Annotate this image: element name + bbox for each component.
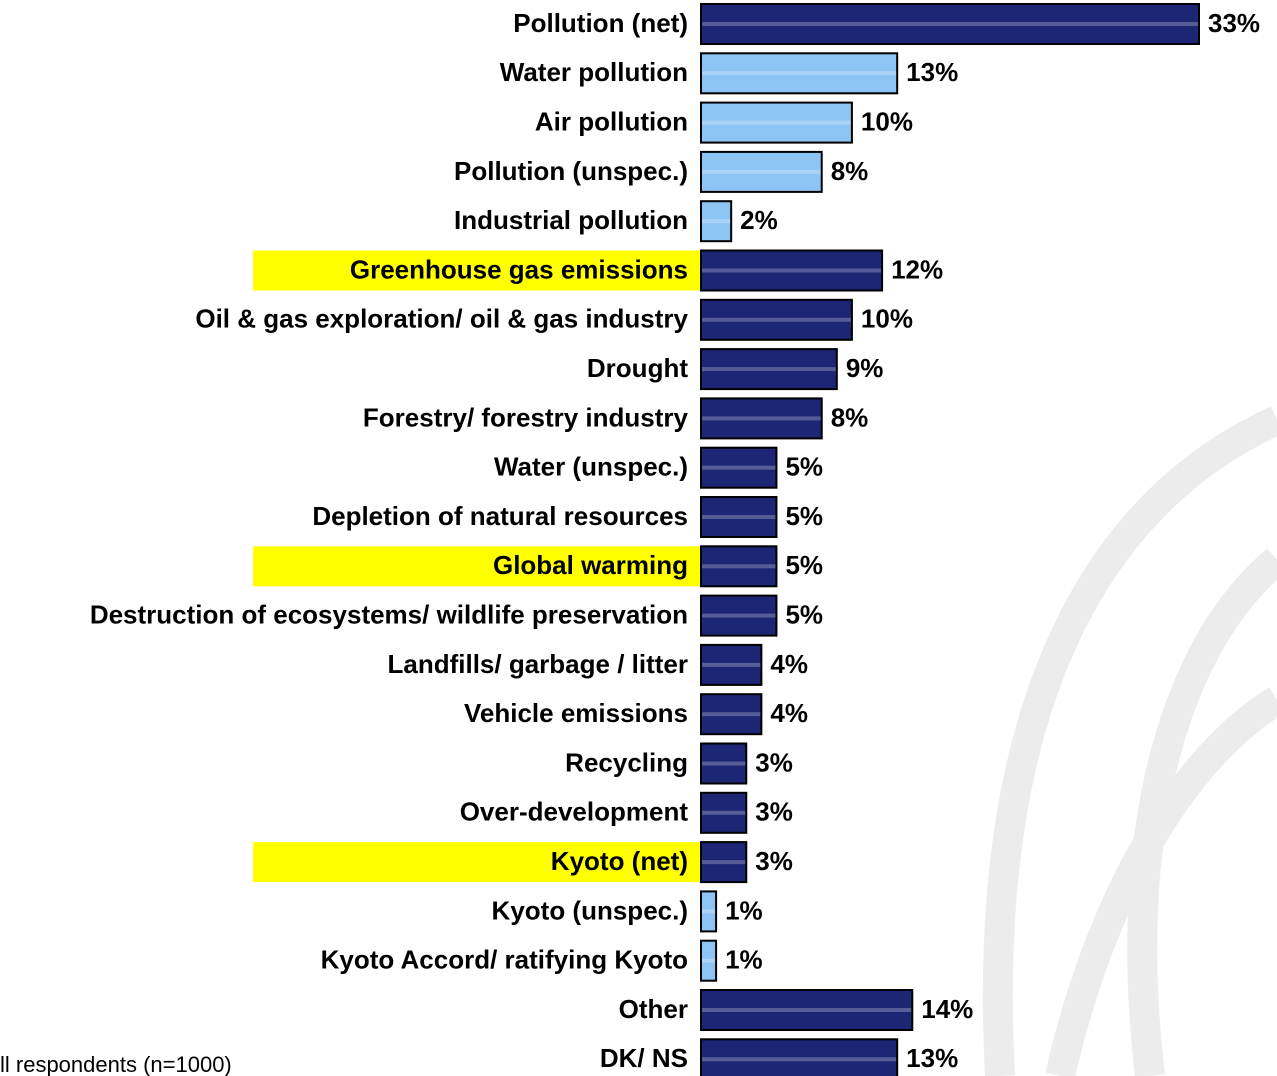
- highlight: [253, 842, 701, 883]
- category-label: Water (unspec.): [494, 452, 688, 482]
- highlight: [253, 250, 701, 291]
- category-label: Kyoto (net): [551, 846, 688, 876]
- bar: [700, 496, 778, 538]
- bar-shine: [702, 465, 776, 470]
- bar-shine: [702, 22, 1198, 26]
- watermark-arc: [982, 406, 1277, 1076]
- bar: [700, 3, 1200, 45]
- category-label: Pollution (net): [513, 8, 688, 38]
- value-label: 5%: [785, 501, 823, 531]
- bar: [700, 939, 718, 982]
- bar: [700, 101, 853, 144]
- value-label: 13%: [906, 1043, 958, 1073]
- value-label: 10%: [861, 304, 913, 334]
- bar: [700, 693, 763, 736]
- value-label: 33%: [1208, 8, 1260, 38]
- bar-shine: [702, 761, 746, 766]
- category-label: Destruction of ecosystems/ wildlife pres…: [90, 599, 688, 629]
- bar-shine: [702, 317, 851, 322]
- bar-shine: [702, 268, 882, 273]
- bar: [700, 989, 914, 1031]
- bar-shine: [702, 367, 836, 372]
- bar: [700, 545, 778, 588]
- watermark-arc: [1045, 687, 1277, 1076]
- bar: [700, 397, 823, 440]
- category-label: Other: [619, 994, 688, 1024]
- bar-shine: [702, 810, 746, 815]
- bar: [700, 446, 778, 489]
- category-label: Industrial pollution: [454, 205, 688, 235]
- bar: [700, 150, 823, 193]
- category-label: Kyoto (unspec.): [492, 895, 688, 925]
- category-label: DK/ NS: [600, 1043, 688, 1073]
- category-label: Kyoto Accord/ ratifying Kyoto: [321, 945, 688, 975]
- bar-shine: [702, 712, 761, 717]
- bar-shine: [702, 515, 776, 519]
- bar-shine: [702, 416, 821, 421]
- value-label: 3%: [755, 797, 793, 827]
- bar: [700, 594, 778, 637]
- bar: [700, 1038, 899, 1076]
- category-label: Air pollution: [535, 106, 688, 136]
- value-label: 5%: [785, 550, 823, 580]
- value-label: 2%: [740, 205, 778, 235]
- bar: [700, 643, 763, 686]
- value-label: 13%: [906, 57, 958, 87]
- value-label: 4%: [770, 649, 808, 679]
- value-label: 10%: [861, 106, 913, 136]
- value-label: 1%: [725, 945, 763, 975]
- value-label: 3%: [755, 747, 793, 777]
- category-label: Water pollution: [500, 57, 688, 87]
- category-label: Oil & gas exploration/ oil & gas industr…: [195, 304, 688, 334]
- value-label: 9%: [846, 353, 884, 383]
- bar-shine: [702, 219, 731, 224]
- category-label: Depletion of natural resources: [312, 501, 688, 531]
- bar-shine: [702, 613, 776, 618]
- value-label: 5%: [785, 452, 823, 482]
- bar: [700, 791, 748, 834]
- bar-shine: [702, 662, 761, 667]
- category-label: Landfills/ garbage / litter: [388, 649, 689, 679]
- watermark-arc: [1127, 548, 1277, 1076]
- value-label: 12%: [891, 254, 943, 284]
- bar-shine: [702, 1057, 897, 1062]
- bar-shine: [702, 564, 776, 569]
- bar: [700, 841, 748, 884]
- category-label: Pollution (unspec.): [454, 156, 688, 186]
- watermark: [982, 406, 1277, 1076]
- bar-shine: [702, 120, 851, 125]
- bar-shine: [702, 1008, 912, 1012]
- bar: [700, 52, 899, 95]
- value-label: 3%: [755, 846, 793, 876]
- bar: [700, 348, 838, 391]
- category-label: Forestry/ forestry industry: [363, 402, 689, 432]
- value-label: 14%: [921, 994, 973, 1024]
- bar-shine: [702, 958, 716, 963]
- bar: [700, 298, 853, 341]
- bar-shine: [702, 71, 897, 76]
- category-label: Drought: [587, 353, 688, 383]
- bar-shine: [702, 169, 821, 174]
- bar-shine: [702, 860, 746, 865]
- value-label: 1%: [725, 895, 763, 925]
- category-label: Recycling: [565, 747, 688, 777]
- bar-shine: [702, 909, 716, 914]
- value-label: 5%: [785, 599, 823, 629]
- value-label: 8%: [831, 402, 869, 432]
- highlight: [253, 546, 701, 587]
- value-label: 4%: [770, 698, 808, 728]
- bar: [700, 742, 748, 785]
- category-label: Vehicle emissions: [464, 698, 688, 728]
- category-label: Global warming: [493, 550, 688, 580]
- bar: [700, 890, 718, 933]
- footnote: ll respondents (n=1000): [0, 1052, 232, 1076]
- category-label: Greenhouse gas emissions: [350, 254, 688, 284]
- bar: [700, 249, 884, 292]
- value-label: 8%: [831, 156, 869, 186]
- category-label: Over-development: [460, 797, 689, 827]
- bar: [700, 200, 733, 243]
